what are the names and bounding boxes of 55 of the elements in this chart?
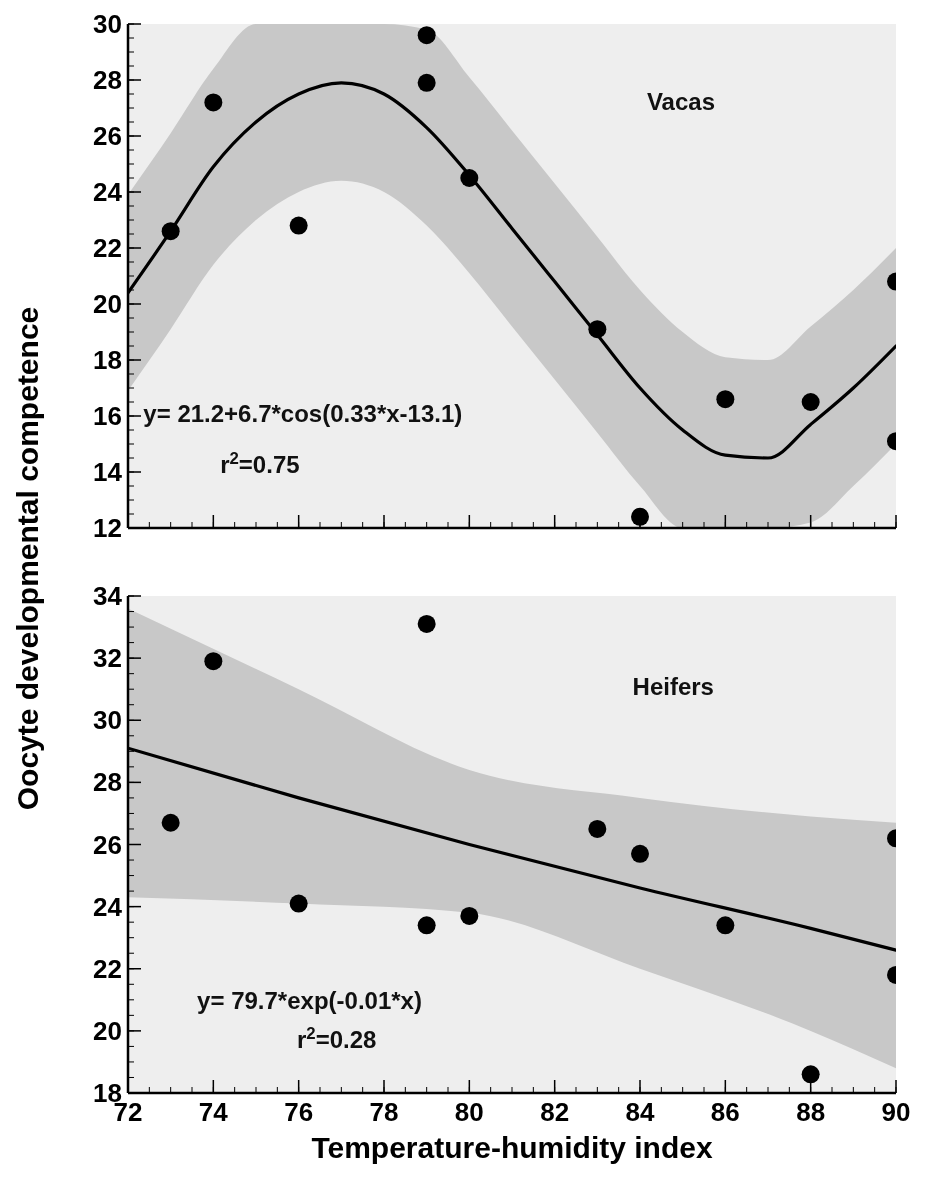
- y-axis-title: Oocyte developmental competence: [11, 306, 44, 811]
- x-tick-label: 82: [540, 1097, 570, 1127]
- annotation: r$^{2}$=0.28: [296, 1023, 377, 1054]
- y-tick-label: 22: [93, 953, 122, 984]
- point: [204, 652, 223, 671]
- point: [460, 906, 479, 925]
- point: [204, 93, 223, 112]
- y-tick-label: 28: [93, 767, 122, 798]
- point: [289, 216, 308, 235]
- point: [417, 916, 436, 935]
- x-tick-label: 80: [454, 1097, 484, 1127]
- y-tick-label: 22: [93, 233, 122, 264]
- x-axis-title: Temperature-humidity index: [311, 1131, 713, 1164]
- y-tick-label: 18: [93, 345, 122, 376]
- annotation: r$^{2}$=0.75: [220, 448, 300, 478]
- y-tick-label: 30: [93, 9, 122, 40]
- y-tick-label: 16: [93, 401, 122, 432]
- point: [417, 614, 436, 633]
- point: [801, 1065, 820, 1084]
- annotation: Heifers: [632, 673, 714, 701]
- point: [631, 507, 649, 526]
- y-tick-label: 20: [93, 1015, 122, 1046]
- point: [631, 844, 649, 863]
- x-tick-label: 76: [284, 1097, 314, 1127]
- y-tick-label: 12: [93, 513, 122, 544]
- point: [161, 222, 180, 241]
- x-tick-label: 88: [796, 1097, 826, 1127]
- x-tick-label: 74: [198, 1097, 229, 1127]
- y-tick-label: 32: [93, 643, 122, 674]
- x-tick-label: 84: [625, 1097, 655, 1127]
- point: [588, 819, 607, 838]
- point: [289, 894, 308, 913]
- x-tick-label: 86: [710, 1097, 740, 1127]
- y-tick-label: 24: [93, 891, 123, 922]
- point: [716, 390, 735, 409]
- y-tick-label: 24: [93, 177, 123, 208]
- x-tick-label: 90: [881, 1097, 911, 1127]
- y-tick-label: 26: [93, 829, 122, 860]
- y-tick-label: 34: [93, 581, 123, 612]
- y-tick-label: 14: [93, 457, 123, 488]
- y-tick-label: 20: [93, 289, 122, 320]
- point: [716, 916, 735, 935]
- point: [460, 169, 479, 187]
- annotation: y= 21.2+6.7*cos(0.33*x-13.1): [143, 400, 463, 428]
- point: [417, 73, 436, 92]
- annotation: Vacas: [646, 87, 715, 115]
- point: [801, 393, 820, 411]
- point: [161, 813, 180, 832]
- y-tick-label: 28: [93, 65, 122, 96]
- y-tick-label: 26: [93, 121, 122, 152]
- y-tick-label: 30: [93, 705, 122, 736]
- annotation: y= 79.7*exp(-0.01*x): [197, 986, 422, 1014]
- x-tick-label: 78: [369, 1097, 399, 1127]
- point: [417, 26, 436, 45]
- point: [588, 320, 607, 339]
